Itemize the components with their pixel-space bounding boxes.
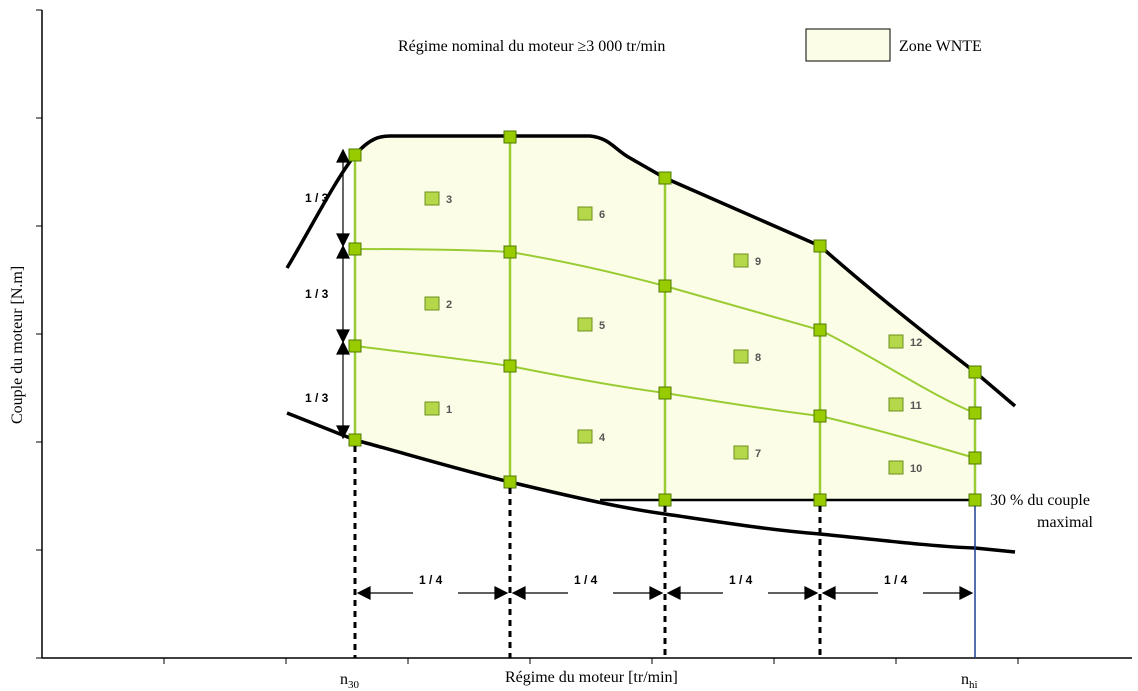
legend-zone-swatch: [805, 28, 891, 62]
cell-label-8: 8: [755, 352, 761, 364]
cell-label-5: 5: [599, 320, 605, 332]
quarter-label-2: 1 / 4: [574, 573, 598, 587]
y-axis-label: Couple du moteur [N.m]: [9, 266, 26, 424]
cell-label-9: 9: [755, 256, 761, 268]
cell-label-11: 11: [910, 400, 922, 412]
quarter-arrows: [356, 586, 974, 600]
cell-label-12: 12: [910, 337, 922, 349]
third-labels: 1 / 3 1 / 3 1 / 3: [305, 191, 329, 405]
cell-labels: 1 2 3 4 5 6 7 8 9 10 11 12: [446, 194, 922, 475]
max-torque-curve: [285, 134, 1017, 408]
third-label-bottom: 1 / 3: [305, 391, 329, 405]
grid-nodes: [348, 130, 982, 507]
grid-verticals: [353, 137, 977, 500]
cell-label-10: 10: [910, 463, 922, 475]
legend-zone-label: Zone WNTE: [899, 38, 982, 55]
dashed-guides: [353, 446, 822, 658]
x-tick-nhi: nhi: [961, 671, 978, 691]
x-axis-ticks: [163, 658, 1019, 664]
quarter-label-4: 1 / 4: [884, 573, 908, 587]
quarter-label-1: 1 / 4: [419, 573, 443, 587]
min-torque-label-line1: 30 % du couple: [990, 492, 1090, 509]
quarter-label-3: 1 / 4: [729, 573, 753, 587]
cell-label-3: 3: [446, 194, 452, 206]
y-axis-ticks: [36, 9, 42, 659]
x-tick-n30: n30: [340, 671, 360, 691]
cell-label-1: 1: [446, 404, 452, 416]
cell-markers: [424, 191, 904, 475]
legend-title: Régime nominal du moteur ≥3 000 tr/min: [398, 38, 665, 55]
min-torque-label-line2: maximal: [1037, 514, 1094, 531]
cell-label-4: 4: [599, 432, 606, 444]
quarter-labels: 1 / 4 1 / 4 1 / 4 1 / 4: [419, 573, 908, 587]
third-label-top: 1 / 3: [305, 191, 329, 205]
x-axis-label: Régime du moteur [tr/min]: [505, 669, 678, 686]
cell-label-7: 7: [755, 448, 761, 460]
third-label-middle: 1 / 3: [305, 287, 329, 301]
cell-label-6: 6: [599, 209, 605, 221]
third-arrows: [336, 148, 350, 440]
cell-label-2: 2: [446, 299, 452, 311]
